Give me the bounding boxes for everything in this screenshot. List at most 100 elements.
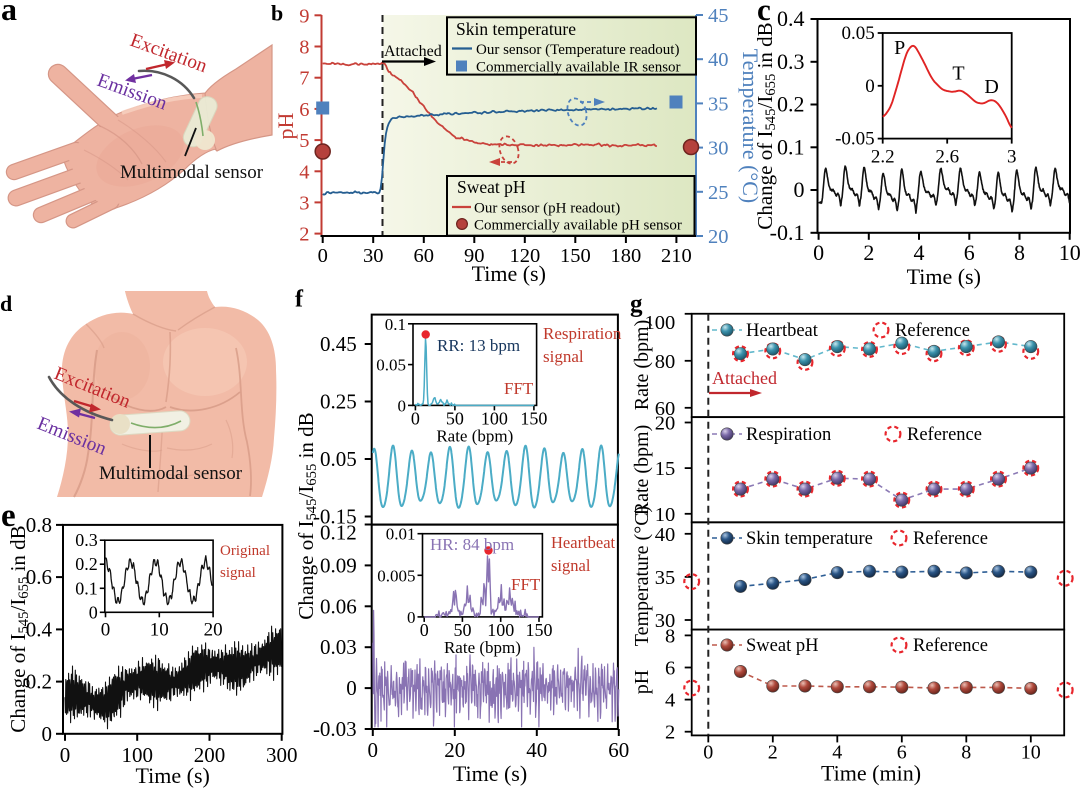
svg-text:15: 15 xyxy=(655,458,676,480)
svg-text:T: T xyxy=(952,62,964,84)
svg-text:Time (s): Time (s) xyxy=(472,261,546,286)
svg-text:Time (s): Time (s) xyxy=(136,763,210,788)
svg-text:0.2: 0.2 xyxy=(777,92,805,117)
svg-text:Respiration: Respiration xyxy=(543,324,622,343)
svg-text:0: 0 xyxy=(794,177,805,202)
svg-text:4: 4 xyxy=(914,240,925,265)
svg-text:P: P xyxy=(894,37,905,59)
svg-text:4: 4 xyxy=(299,161,309,183)
svg-text:pH: pH xyxy=(631,670,653,694)
svg-text:Reference: Reference xyxy=(913,636,988,656)
svg-text:pH: pH xyxy=(273,112,298,139)
svg-text:0.45: 0.45 xyxy=(320,332,357,356)
svg-text:Original: Original xyxy=(220,543,270,559)
svg-text:Our sensor (pH readout): Our sensor (pH readout) xyxy=(474,201,620,217)
svg-text:8: 8 xyxy=(961,741,971,763)
svg-text:100: 100 xyxy=(481,408,508,428)
svg-text:0: 0 xyxy=(368,738,379,762)
svg-text:25: 25 xyxy=(708,182,729,204)
svg-text:-0.15: -0.15 xyxy=(313,505,357,529)
svg-text:0: 0 xyxy=(813,240,824,265)
svg-text:5: 5 xyxy=(299,130,309,152)
svg-text:0.2: 0.2 xyxy=(75,554,98,574)
svg-text:100: 100 xyxy=(644,312,675,334)
svg-text:40: 40 xyxy=(708,49,729,71)
svg-text:60: 60 xyxy=(655,398,676,420)
svg-text:0.05: 0.05 xyxy=(376,356,406,375)
svg-text:0: 0 xyxy=(407,608,416,627)
svg-text:4: 4 xyxy=(832,741,842,763)
svg-text:0: 0 xyxy=(411,408,420,428)
svg-text:90: 90 xyxy=(464,245,485,267)
svg-text:35: 35 xyxy=(708,93,729,115)
svg-text:200: 200 xyxy=(194,743,226,767)
svg-text:0.1: 0.1 xyxy=(75,578,98,598)
svg-text:-0.1: -0.1 xyxy=(770,220,805,245)
svg-text:Sweat pH: Sweat pH xyxy=(457,177,526,197)
svg-text:0.05: 0.05 xyxy=(320,447,357,471)
svg-text:Multimodal sensor: Multimodal sensor xyxy=(120,162,264,183)
svg-text:signal: signal xyxy=(220,565,256,581)
svg-text:0.12: 0.12 xyxy=(320,521,357,545)
svg-text:signal: signal xyxy=(551,556,591,575)
svg-text:Rate (bpm): Rate (bpm) xyxy=(631,425,653,516)
svg-text:9: 9 xyxy=(299,5,309,27)
svg-text:180: 180 xyxy=(610,245,641,267)
svg-text:Rate (bpm): Rate (bpm) xyxy=(631,320,653,411)
svg-text:Sweat pH: Sweat pH xyxy=(746,636,818,656)
svg-text:0: 0 xyxy=(420,620,429,640)
svg-text:c: c xyxy=(757,0,771,27)
svg-text:Rate (bpm): Rate (bpm) xyxy=(436,426,513,445)
svg-text:40: 40 xyxy=(655,524,676,546)
svg-text:signal: signal xyxy=(543,347,584,366)
svg-text:Reference: Reference xyxy=(907,425,982,445)
svg-text:d: d xyxy=(0,291,12,316)
svg-text:100: 100 xyxy=(487,620,514,640)
svg-text:0: 0 xyxy=(318,245,328,267)
svg-text:0.3: 0.3 xyxy=(75,530,98,550)
svg-text:e: e xyxy=(1,498,16,534)
svg-text:Rate (bpm): Rate (bpm) xyxy=(444,638,521,657)
svg-text:Time (s): Time (s) xyxy=(453,761,527,786)
svg-text:6: 6 xyxy=(897,741,907,763)
svg-text:30: 30 xyxy=(708,138,729,160)
svg-text:300: 300 xyxy=(266,743,298,767)
svg-text:6: 6 xyxy=(665,658,675,680)
svg-text:0: 0 xyxy=(865,76,875,97)
svg-text:20: 20 xyxy=(655,413,676,435)
svg-text:Heartbeat: Heartbeat xyxy=(551,533,616,552)
svg-text:Respiration: Respiration xyxy=(746,425,831,445)
svg-text:0.2: 0.2 xyxy=(26,670,52,694)
svg-text:50: 50 xyxy=(446,408,464,428)
svg-text:60: 60 xyxy=(414,245,435,267)
svg-text:0.01: 0.01 xyxy=(386,525,416,544)
svg-text:RR: 13 bpm: RR: 13 bpm xyxy=(437,336,520,355)
svg-text:g: g xyxy=(630,291,643,318)
svg-text:150: 150 xyxy=(525,620,552,640)
svg-text:b: b xyxy=(271,1,283,26)
svg-text:10: 10 xyxy=(1021,741,1041,763)
svg-text:120: 120 xyxy=(509,245,540,267)
svg-text:80: 80 xyxy=(655,351,676,373)
svg-text:Change of I545/I655 in dB: Change of I545/I655 in dB xyxy=(294,412,320,619)
svg-text:0: 0 xyxy=(60,743,71,767)
svg-text:35: 35 xyxy=(655,567,676,589)
svg-text:2.2: 2.2 xyxy=(871,147,895,168)
svg-text:-0.05: -0.05 xyxy=(835,129,875,150)
svg-text:20: 20 xyxy=(708,226,729,248)
svg-text:7: 7 xyxy=(299,68,309,90)
svg-text:150: 150 xyxy=(520,408,547,428)
svg-text:Commercially available IR sens: Commercially available IR sensor xyxy=(476,60,681,76)
svg-text:f: f xyxy=(295,287,304,313)
svg-text:FFT: FFT xyxy=(504,379,534,398)
svg-text:2: 2 xyxy=(863,240,874,265)
svg-text:0.25: 0.25 xyxy=(320,390,357,414)
svg-text:20: 20 xyxy=(204,619,223,640)
svg-text:30: 30 xyxy=(655,610,676,632)
svg-text:Attached: Attached xyxy=(384,43,442,60)
svg-text:0.4: 0.4 xyxy=(777,6,805,31)
svg-text:4: 4 xyxy=(665,690,675,712)
svg-text:a: a xyxy=(1,0,17,27)
svg-text:150: 150 xyxy=(560,245,591,267)
svg-text:0.8: 0.8 xyxy=(26,513,52,537)
